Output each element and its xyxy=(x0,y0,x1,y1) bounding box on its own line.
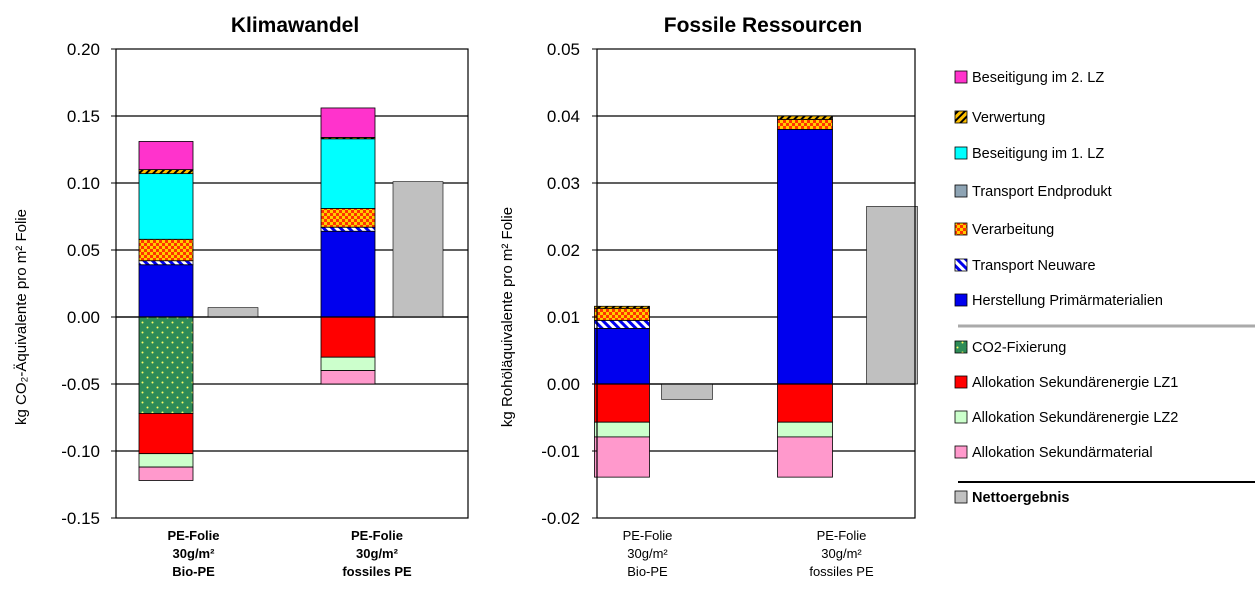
x-category-label: Bio-PE xyxy=(627,564,668,579)
bar-segment-transport_neu xyxy=(594,319,650,329)
bar-segment-transport_neu xyxy=(138,260,194,266)
bar-segment-alloc_mat xyxy=(777,436,833,478)
y-tick-label: -0.15 xyxy=(61,509,100,528)
bar-segment-alloc_mat xyxy=(320,370,376,385)
bar-net xyxy=(392,181,444,318)
chart-fossile-ressourcen: Fossile Ressourcen kg Rohöläquivalente p… xyxy=(499,14,918,579)
bar-segment-verarbeitung xyxy=(777,118,833,130)
x-category-label: fossiles PE xyxy=(342,564,412,579)
x-category-label: 30g/m² xyxy=(627,546,668,561)
legend-label: Allokation Sekundärmaterial xyxy=(972,445,1153,461)
bar-segment-alloc_lz2 xyxy=(320,356,376,372)
bar-segment-co2_fix xyxy=(138,316,194,414)
x-category-label: PE-Folie xyxy=(623,528,673,543)
y-tick-label: 0.04 xyxy=(547,107,580,126)
x-category-label: PE-Folie xyxy=(351,528,403,543)
chart-title: Klimawandel xyxy=(231,14,359,37)
y-tick-label: 0.00 xyxy=(547,375,580,394)
legend-label: Nettoergebnis xyxy=(972,490,1070,506)
bar-net xyxy=(866,206,918,385)
y-tick-label: 0.03 xyxy=(547,174,580,193)
y-tick-label: 0.10 xyxy=(67,174,100,193)
bar-segment-alloc_lz2 xyxy=(138,453,194,468)
legend-label: CO2-Fixierung xyxy=(972,340,1066,356)
legend-swatch-alloc_lz2 xyxy=(954,410,968,424)
legend: Beseitigung im 2. LZ Verwertung Beseitigun… xyxy=(954,70,1255,506)
legend-swatch-verarbeitung xyxy=(954,222,968,236)
plot-frame xyxy=(115,48,469,519)
legend-label: Beseitigung im 2. LZ xyxy=(972,70,1104,86)
legend-swatch-transport_end xyxy=(954,184,968,198)
bar-segment-alloc_lz1 xyxy=(138,413,194,455)
y-tick-label: -0.05 xyxy=(61,375,100,394)
bar-segment-verwertung xyxy=(777,115,833,120)
bar-segment-alloc_lz1 xyxy=(777,383,833,423)
y-tick-label: 0.05 xyxy=(67,241,100,260)
y-tick-label: -0.02 xyxy=(541,509,580,528)
bar-segment-alloc_lz2 xyxy=(594,421,650,438)
legend-swatch-beseitigung2 xyxy=(954,70,968,84)
legend-label: Transport Neuware xyxy=(972,258,1096,274)
bar-segment-alloc_lz1 xyxy=(594,383,650,423)
bar-segment-verwertung xyxy=(594,305,650,309)
bar-segment-alloc_lz2 xyxy=(777,421,833,438)
bar-segment-beseitigung2 xyxy=(320,107,376,138)
bar-segment-verarbeitung xyxy=(594,307,650,321)
legend-label: Verwertung xyxy=(972,110,1045,126)
y-tick-label: 0.00 xyxy=(67,308,100,327)
x-category-label: 30g/m² xyxy=(173,546,216,561)
x-category-label: fossiles PE xyxy=(809,564,874,579)
bar-segment-beseitigung2 xyxy=(138,141,194,171)
bar-segment-verwertung xyxy=(138,169,194,175)
bar-segment-herstellung xyxy=(138,264,194,318)
x-category-label: Bio-PE xyxy=(172,564,215,579)
legend-label: Transport Endprodukt xyxy=(972,184,1112,200)
bar-segment-herstellung xyxy=(777,128,833,385)
y-tick-label: -0.01 xyxy=(541,442,580,461)
y-tick-label: 0.05 xyxy=(547,40,580,59)
legend-swatch-alloc_mat xyxy=(954,445,968,459)
chart-klimawandel: Klimawandel kg CO₂-Äquivalente pro m² Fo… xyxy=(13,14,469,579)
chart-title: Fossile Ressourcen xyxy=(664,14,862,37)
legend-swatch-co2_fix xyxy=(954,340,968,354)
legend-label: Herstellung Primärmaterialien xyxy=(972,293,1163,309)
y-tick-label: 0.20 xyxy=(67,40,100,59)
bar-net xyxy=(207,307,259,318)
legend-swatch-verwertung xyxy=(954,110,968,124)
y-tick-label: 0.15 xyxy=(67,107,100,126)
legend-label: Allokation Sekundärenergie LZ1 xyxy=(972,375,1178,391)
plot-frame xyxy=(596,48,916,519)
bar-segment-verarbeitung xyxy=(138,238,194,262)
bar-segment-alloc_mat xyxy=(138,466,194,481)
legend-swatch-net xyxy=(954,490,968,504)
legend-label: Verarbeitung xyxy=(972,222,1054,238)
bar-segment-beseitigung1 xyxy=(320,138,376,209)
y-tick-label: 0.02 xyxy=(547,241,580,260)
bar-segment-verarbeitung xyxy=(320,208,376,228)
legend-swatch-beseitigung1 xyxy=(954,146,968,160)
bar-segment-herstellung xyxy=(320,230,376,318)
y-tick-label: -0.10 xyxy=(61,442,100,461)
x-category-label: 30g/m² xyxy=(821,546,862,561)
legend-label: Beseitigung im 1. LZ xyxy=(972,146,1104,162)
bar-net xyxy=(661,383,713,400)
legend-swatch-herstellung xyxy=(954,293,968,307)
y-axis-label: kg CO₂-Äquivalente pro m² Folie xyxy=(13,209,30,425)
bar-segment-transport_neu xyxy=(320,226,376,232)
x-category-label: PE-Folie xyxy=(167,528,219,543)
bar-segment-herstellung xyxy=(594,327,650,385)
legend-label: Allokation Sekundärenergie LZ2 xyxy=(972,410,1178,426)
bar-segment-beseitigung1 xyxy=(138,173,194,240)
legend-swatch-transport_neu xyxy=(954,258,968,272)
x-category-label: PE-Folie xyxy=(817,528,867,543)
y-tick-label: 0.01 xyxy=(547,308,580,327)
bar-segment-alloc_mat xyxy=(594,436,650,478)
y-axis-label: kg Rohöläquivalente pro m² Folie xyxy=(499,207,516,427)
legend-swatch-alloc_lz1 xyxy=(954,375,968,389)
bar-segment-alloc_lz1 xyxy=(320,316,376,358)
x-category-label: 30g/m² xyxy=(356,546,399,561)
